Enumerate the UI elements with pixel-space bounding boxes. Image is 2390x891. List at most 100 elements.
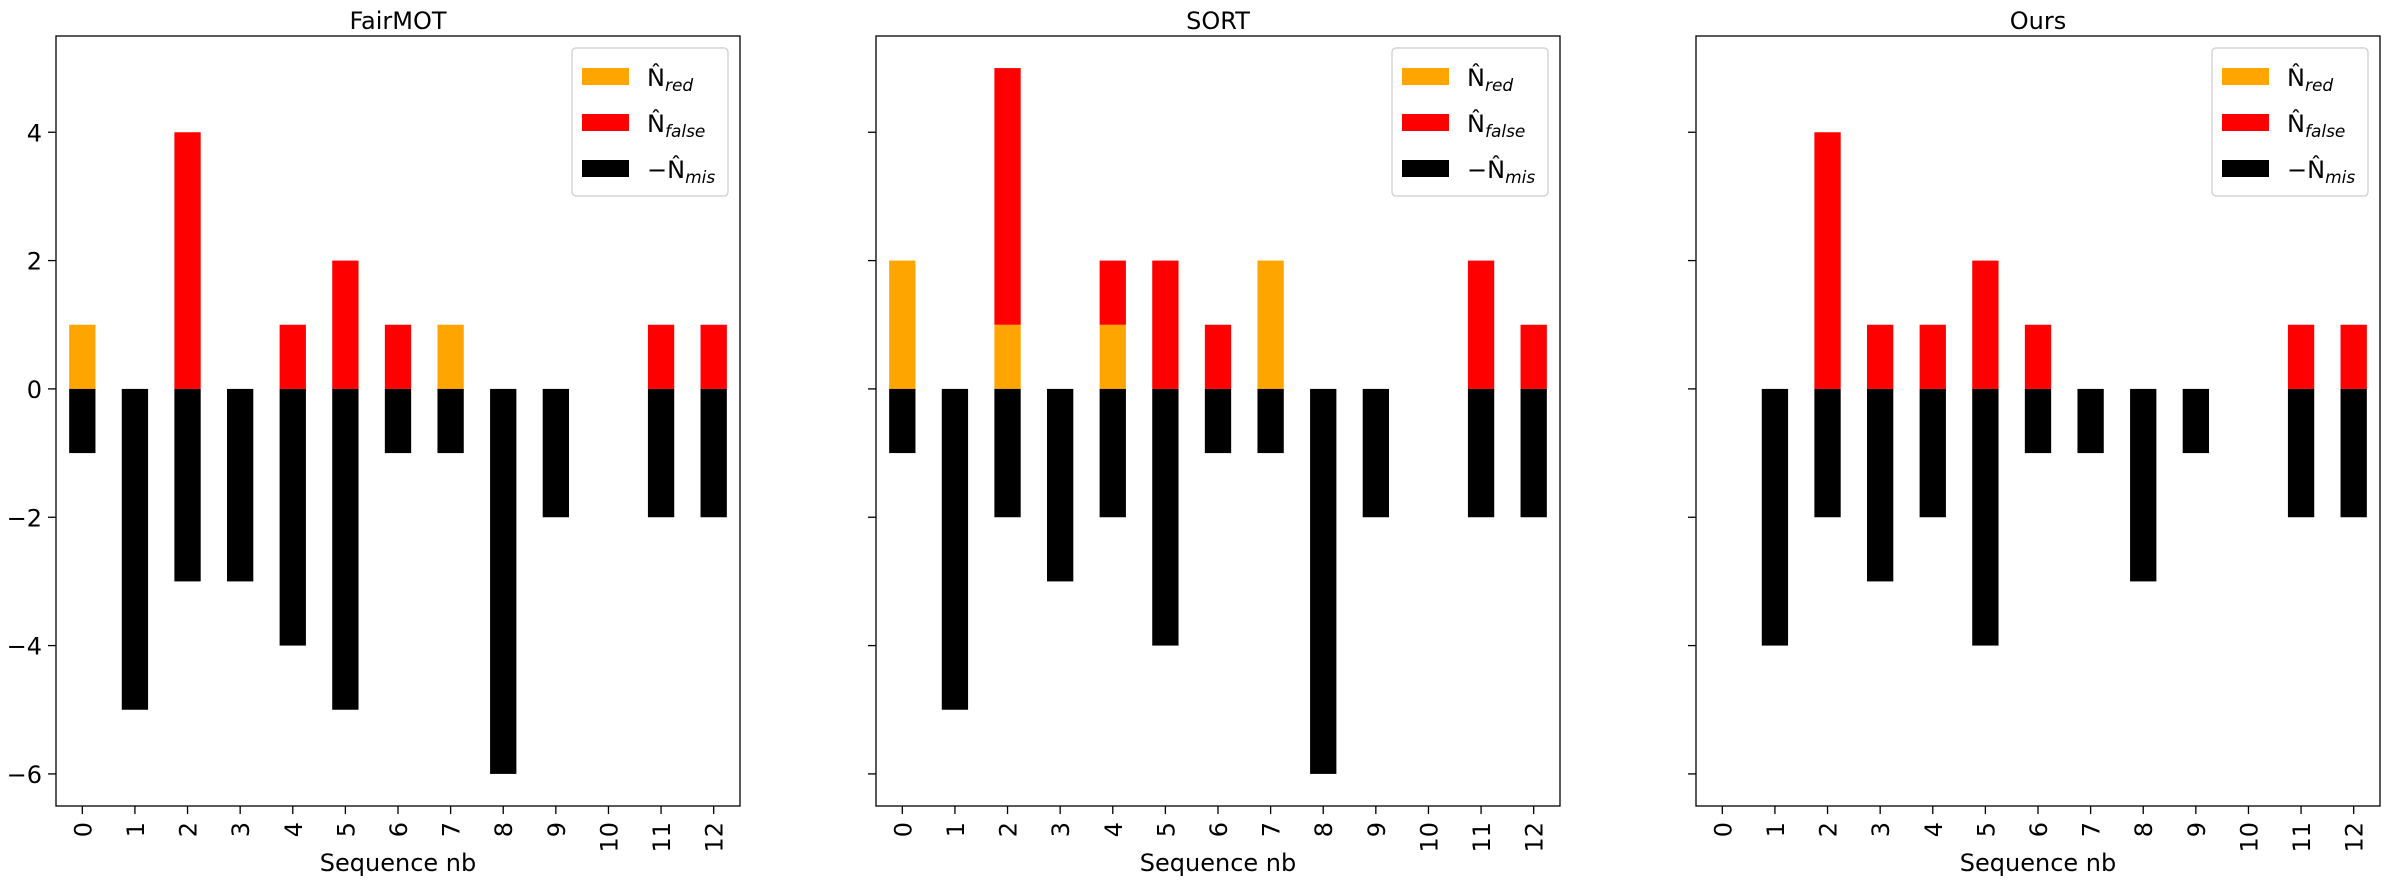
bar-false-5 [1972,260,1999,389]
x-tick-label: 6 [2025,822,2053,837]
x-tick-label: 5 [1152,822,1180,837]
x-axis-label: Sequence nb [320,849,476,877]
bar-mis-6 [384,388,412,454]
bar-false-6 [1204,324,1232,389]
legend-label-mis: −N̂mis [1467,156,1535,188]
x-tick-label: 5 [1972,822,2000,837]
bar-false-11 [1467,260,1495,389]
legend-label-red: N̂red [2287,64,2333,96]
legend-swatch-red [1402,68,1449,85]
legend-swatch-false [582,114,629,131]
x-tick-label: 12 [1521,822,1549,853]
bar-mis-3 [227,388,254,582]
legend-swatch-mis [2222,160,2269,177]
bar-mis-2 [174,388,201,582]
bar-mis-1 [121,388,149,710]
x-tick-label: 11 [648,822,676,853]
bar-mis-4 [1919,388,1946,518]
legend-label-false: N̂false [1467,110,1525,142]
chart-title: Ours [2010,7,2066,35]
x-tick-label: 5 [332,822,360,837]
chart-title: SORT [1186,7,1250,35]
x-tick-label: 10 [595,822,623,853]
bar-false-5 [1152,260,1179,389]
bar-false-4 [279,324,306,389]
legend-label-mis: −N̂mis [2287,156,2355,188]
legend-swatch-mis [582,160,629,177]
legend-label-red: N̂red [1467,64,1513,96]
bar-mis-12 [2340,388,2367,518]
bar-mis-0 [69,388,96,454]
x-tick-label: 7 [438,822,466,837]
bar-mis-5 [1972,388,1999,646]
legend: N̂red N̂false −N̂mis [571,47,729,197]
y-tick-label: 0 [27,376,42,404]
x-tick-label: 4 [1920,822,1948,837]
bar-red-4 [1099,324,1126,389]
x-tick-label: 9 [2183,822,2211,837]
bar-mis-2 [994,388,1021,518]
bar-false-2 [1814,132,1841,389]
x-tick-label: 10 [1415,822,1443,853]
x-tick-label: 3 [227,822,255,837]
legend-swatch-red [2222,68,2269,85]
bar-mis-1 [1761,388,1789,646]
legend-label-false: N̂false [647,110,705,142]
bar-red-7 [437,324,464,389]
legend-swatch-false [2222,114,2269,131]
y-tick-label: 2 [27,248,42,276]
bar-mis-5 [332,388,359,710]
x-tick-label: 4 [280,822,308,837]
x-tick-label: 1 [122,822,150,837]
bar-red-7 [1257,260,1284,389]
legend: N̂red N̂false −N̂mis [1391,47,1549,197]
x-tick-label: 12 [701,822,729,853]
x-axis-label: Sequence nb [1960,849,2116,877]
x-tick-label: 11 [1468,822,1496,853]
x-tick-label: 0 [889,822,917,837]
bar-false-12 [1520,324,1547,389]
x-tick-label: 9 [543,822,571,837]
bar-red-0 [889,260,916,389]
bar-red-0 [69,324,96,389]
x-tick-label: 9 [1363,822,1391,837]
legend-label-false: N̂false [2287,110,2345,142]
x-tick-label: 7 [2078,822,2106,837]
bar-false-4 [1919,324,1946,389]
y-tick-label: 4 [27,119,42,147]
legend-swatch-red [582,68,629,85]
x-tick-label: 3 [1047,822,1075,837]
bar-mis-3 [1047,388,1074,582]
x-tick-label: 4 [1100,822,1128,837]
bar-false-4 [1099,260,1126,325]
y-tick-label: −4 [7,633,42,661]
bar-false-11 [647,324,675,389]
bar-mis-1 [941,388,969,710]
bar-mis-9 [542,388,569,518]
x-tick-label: 8 [1310,822,1338,837]
x-tick-label: 2 [995,822,1023,837]
bar-mis-6 [2024,388,2052,454]
bar-red-2 [994,324,1021,389]
bar-false-6 [2024,324,2052,389]
legend-label-mis: −N̂mis [647,156,715,188]
bar-mis-4 [1099,388,1126,518]
x-tick-label: 11 [2288,822,2316,853]
legend: N̂red N̂false −N̂mis [2211,47,2369,197]
bar-mis-12 [1520,388,1547,518]
x-tick-label: 7 [1258,822,1286,837]
legend-swatch-false [1402,114,1449,131]
bar-false-3 [1867,324,1894,389]
x-tick-label: 10 [2235,822,2263,853]
bar-mis-7 [1257,388,1284,454]
x-tick-label: 2 [175,822,203,837]
bar-false-6 [384,324,412,389]
y-tick-label: −2 [7,504,42,532]
bar-false-12 [700,324,727,389]
x-tick-label: 6 [385,822,413,837]
x-tick-label: 0 [1709,822,1737,837]
bar-mis-11 [2287,388,2315,518]
